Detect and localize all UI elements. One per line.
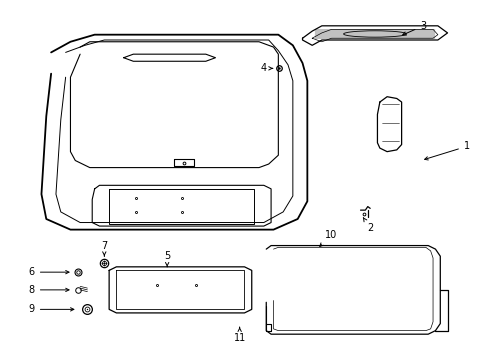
Text: 3: 3: [402, 21, 426, 35]
Text: 11: 11: [233, 327, 245, 343]
Text: 4: 4: [260, 63, 272, 73]
Text: 10: 10: [319, 230, 337, 246]
Text: 8: 8: [29, 285, 69, 295]
Text: 6: 6: [29, 267, 69, 277]
Text: 2: 2: [363, 218, 372, 233]
Text: 9: 9: [29, 304, 74, 314]
Text: 1: 1: [424, 141, 469, 160]
Text: 7: 7: [101, 240, 107, 256]
Text: 5: 5: [163, 251, 170, 267]
